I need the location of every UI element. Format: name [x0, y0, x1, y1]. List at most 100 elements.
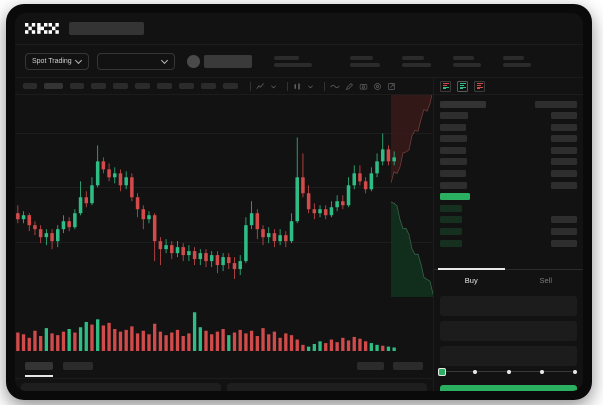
- coin-avatar: [186, 54, 200, 68]
- orderbook-row[interactable]: [440, 158, 577, 166]
- bottom-card-right[interactable]: [227, 383, 427, 391]
- fullscreen-icon[interactable]: [387, 82, 396, 91]
- orderbook-row-price: [440, 170, 466, 178]
- chevron-down-icon[interactable]: [307, 83, 314, 90]
- stat-volume-base-label: [452, 55, 474, 60]
- tab-sell-label: Sell: [539, 276, 552, 285]
- bottom-tab-open-orders[interactable]: [25, 361, 53, 377]
- last-price: [203, 54, 252, 68]
- settings-gear-icon[interactable]: [373, 82, 382, 91]
- top-navigation-bar: [15, 13, 583, 45]
- mode-bars: [442, 83, 449, 89]
- orderbook-row[interactable]: [440, 216, 577, 224]
- orderbook-row-price: [440, 181, 467, 189]
- stat-volume-base-value: [452, 62, 481, 67]
- orderbook-row[interactable]: [440, 204, 577, 212]
- orderbook-row[interactable]: [440, 228, 577, 236]
- orderbook-row[interactable]: [440, 181, 577, 189]
- timeframe-more[interactable]: [223, 83, 238, 89]
- timeframe-1M[interactable]: [201, 83, 216, 89]
- snapshot-camera-icon[interactable]: [359, 82, 368, 91]
- stat-high: [349, 55, 380, 67]
- okx-logo[interactable]: [25, 23, 59, 34]
- tab-buy[interactable]: Buy: [434, 268, 509, 291]
- orderbook-rows: [434, 95, 583, 269]
- orderbook-row-amount: [551, 135, 577, 143]
- chevron-down-icon[interactable]: [270, 83, 277, 90]
- orderbook-row[interactable]: [440, 112, 577, 120]
- slider-handle[interactable]: [438, 367, 446, 376]
- app-screen: Spot Trading: [15, 13, 583, 391]
- stat-volume-quote: [502, 55, 531, 67]
- slider-stop-50[interactable]: [506, 369, 511, 374]
- stat-low-label: [401, 55, 424, 60]
- timeframe-1m[interactable]: [23, 83, 37, 89]
- orderbook-mode-bids-icon[interactable]: [457, 80, 468, 92]
- bottom-action-2[interactable]: [393, 361, 423, 370]
- orderbook-row-price: [440, 135, 467, 143]
- price-chart[interactable]: [15, 95, 433, 353]
- orderbook-mode-both-icon[interactable]: [440, 80, 451, 92]
- slider-stop-25[interactable]: [473, 369, 478, 374]
- orderbook-row[interactable]: [440, 193, 577, 201]
- timeframe-1w[interactable]: [179, 83, 194, 89]
- trade-side-tabs: Buy Sell: [434, 268, 584, 291]
- line-tool-icon[interactable]: [330, 82, 340, 91]
- mode-bars: [459, 83, 466, 89]
- toolbar-divider: [324, 81, 325, 91]
- orderbook-row[interactable]: [440, 170, 577, 178]
- bottom-card-left[interactable]: [21, 383, 221, 391]
- order-total-field[interactable]: [440, 346, 577, 366]
- orderbook-row-price: [440, 216, 462, 224]
- slider-stop-100[interactable]: [573, 369, 577, 374]
- order-form-fields: [434, 291, 583, 366]
- orders-tabs-bar: [15, 353, 433, 379]
- timeframe-4h[interactable]: [135, 83, 150, 89]
- tab-sell[interactable]: Sell: [509, 270, 584, 291]
- volume-series: [16, 312, 396, 351]
- orderbook-row[interactable]: [440, 239, 577, 247]
- stat-volume-base: [452, 55, 481, 67]
- bottom-action-1[interactable]: [357, 361, 384, 370]
- orderbook-row-price: [440, 100, 486, 108]
- orderbook-row[interactable]: [440, 146, 577, 154]
- place-buy-order-button[interactable]: [440, 385, 577, 391]
- orderbook-row[interactable]: [440, 100, 577, 108]
- gridline: [15, 187, 433, 189]
- orderbook-row-amount: [551, 123, 577, 131]
- bottom-tab-order-history[interactable]: [63, 361, 93, 370]
- depth-overlay: [391, 95, 433, 297]
- chevron-down-icon: [162, 58, 168, 64]
- global-search-input[interactable]: [69, 22, 144, 35]
- timeframe-1d[interactable]: [157, 83, 172, 89]
- gridline: [15, 242, 433, 243]
- orderbook-and-trade-panel: Buy Sell: [433, 78, 583, 391]
- orderbook-row-amount: [535, 100, 577, 108]
- orderbook-row[interactable]: [440, 135, 577, 143]
- drawing-pencil-icon[interactable]: [345, 82, 354, 91]
- order-price-field[interactable]: [440, 296, 577, 316]
- timeframe-1h[interactable]: [113, 83, 128, 89]
- order-amount-field[interactable]: [440, 321, 577, 341]
- orderbook-row-price: [440, 112, 468, 120]
- chart-type-icon[interactable]: [293, 82, 302, 91]
- trading-mode-label: Spot Trading: [32, 57, 72, 65]
- timeframe-15m[interactable]: [70, 83, 84, 89]
- stat-high-label: [349, 55, 373, 60]
- orderbook-row-amount: [551, 170, 577, 178]
- stat-volume-quote-value: [502, 62, 531, 67]
- stat-low: [401, 55, 431, 67]
- trading-pair-select[interactable]: [96, 52, 175, 70]
- orderbook-row-amount: [551, 158, 577, 166]
- chevron-down-icon: [76, 58, 82, 64]
- timeframe-5m[interactable]: [44, 83, 63, 89]
- amount-percent-slider[interactable]: [438, 367, 577, 376]
- bottom-panels: [15, 379, 433, 391]
- indicators-icon[interactable]: [256, 82, 265, 91]
- timeframe-30m[interactable]: [91, 83, 106, 89]
- device-bezel: Spot Trading: [6, 4, 592, 400]
- orderbook-row[interactable]: [440, 123, 577, 131]
- trading-mode-dropdown[interactable]: Spot Trading: [25, 52, 89, 70]
- orderbook-mode-asks-icon[interactable]: [474, 80, 485, 92]
- slider-stop-75[interactable]: [539, 369, 544, 374]
